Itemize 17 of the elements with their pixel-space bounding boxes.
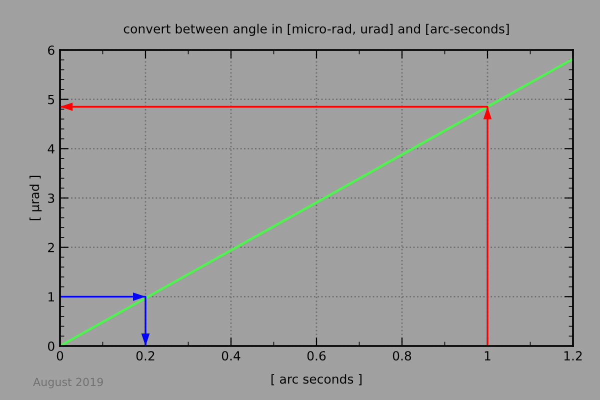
x-tick-label: 1.2	[564, 351, 582, 360]
y-axis-title: [ µrad ]	[30, 176, 42, 220]
x-tick-label: 0.6	[307, 351, 326, 361]
chart-title: convert between angle in [micro-rad, urad] and [arc-seconds]	[124, 24, 509, 36]
x-tick-label: 0.8	[392, 351, 412, 361]
y-tick-label: 4	[48, 144, 54, 154]
y-tick-label: 5	[48, 94, 54, 104]
y-tick-label: 6	[48, 45, 54, 55]
x-tick-label: 0.2	[136, 351, 154, 361]
y-tick-label: 1	[48, 292, 54, 302]
x-axis-title: [ arc seconds ]	[271, 374, 362, 386]
x-tick-label: 0.4	[222, 351, 240, 361]
x-tick-label: 0	[56, 351, 64, 361]
y-tick-label: 2	[48, 242, 54, 252]
x-tick-label: 1	[484, 351, 490, 360]
y-tick-label: 0	[48, 341, 54, 351]
y-tick-label: 3	[48, 193, 54, 203]
